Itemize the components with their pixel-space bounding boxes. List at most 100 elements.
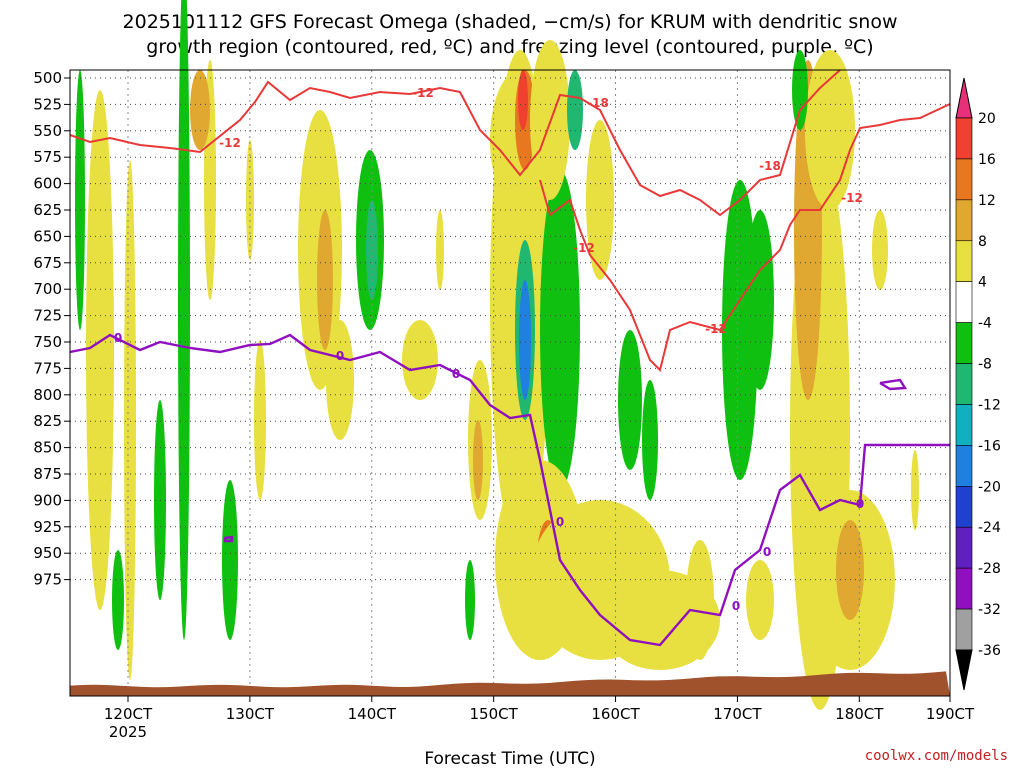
omega-shading (75, 0, 919, 710)
omega-cell (326, 320, 354, 440)
dgz-contour-label: -18 (587, 96, 609, 110)
omega-cell (911, 450, 919, 530)
omega-cell (686, 540, 714, 660)
colorbar-top-arrow (955, 77, 973, 119)
y-tick-label: 825 (33, 412, 62, 430)
omega-cell (473, 420, 483, 500)
y-tick-label: 750 (33, 333, 62, 351)
colorbar-segment (955, 404, 973, 446)
x-tick-label: 180CT (835, 705, 884, 723)
colorbar-label: -28 (978, 561, 1001, 577)
omega-cell (540, 170, 580, 490)
omega-cell (436, 210, 444, 290)
x-tick-label: 130CT (226, 705, 275, 723)
dgz-contour-label: -12 (705, 322, 727, 336)
dgz-contour-lower (539, 103, 951, 372)
y-tick-label: 850 (33, 439, 62, 457)
x-axis: 120CT 130CT 140CT 150CT 160CT 170CT 180CT 190CT (104, 696, 975, 723)
grid-lines (70, 70, 950, 696)
colorbar-label: -4 (978, 316, 992, 332)
x-tick-label: 150CT (470, 705, 519, 723)
y-tick-label: 775 (33, 359, 62, 377)
y-tick-label: 525 (33, 95, 62, 113)
y-tick-label: 550 (33, 122, 62, 140)
freezing-level-blob (223, 535, 234, 543)
colorbar-segment (955, 486, 973, 528)
x-tick-label: 190CT (926, 705, 975, 723)
dgz-contour-label: -12 (412, 86, 434, 100)
freezing-level-contour (69, 333, 950, 647)
omega-cell (642, 380, 658, 500)
freezing-contour-label: 0 (556, 515, 564, 529)
terrain-fill (70, 671, 950, 696)
x-tick-label: 170CT (713, 705, 762, 723)
colorbar-label: 12 (978, 193, 996, 209)
y-tick-label: 700 (33, 280, 62, 298)
omega-cell (222, 480, 238, 640)
colorbar-label: -12 (978, 397, 1001, 413)
omega-cell (746, 210, 774, 390)
x-tick-label: 120CT (104, 705, 153, 723)
colorbar-label: -16 (978, 438, 1001, 454)
x-tick-label: 160CT (591, 705, 640, 723)
y-tick-label: 950 (33, 544, 62, 562)
freezing-level-blob (879, 378, 908, 391)
dgz-contour-upper (69, 69, 841, 217)
colorbar-label: 16 (978, 152, 996, 168)
omega-cell (465, 560, 475, 640)
y-tick-label: 675 (33, 254, 62, 272)
colorbar-segment (955, 608, 973, 651)
y-tick-label: 600 (33, 175, 62, 193)
colorbar-segment (955, 322, 973, 364)
omega-cell (112, 550, 124, 650)
colorbar-label: 8 (978, 234, 987, 250)
x-axis-label: Forecast Time (UTC) (424, 749, 595, 768)
chart-title-line2: growth region (contoured, red, ºC) and f… (146, 36, 873, 58)
colorbar-segment (955, 240, 973, 282)
colorbar-segment (955, 567, 973, 610)
omega-cell (178, 0, 190, 640)
colorbar-segment (955, 117, 973, 160)
dgz-contour-label: -12 (573, 241, 595, 255)
plot-frame (69, 69, 951, 697)
colorbar-bottom-arrow (955, 649, 973, 691)
omega-cell (792, 50, 808, 130)
plot-area: -12 -12 -18 -12 -18 -12 -12 0 0 0 0 0 0 0 (69, 0, 951, 710)
y-tick-label: 975 (33, 571, 62, 589)
omega-cell (836, 520, 864, 620)
omega-cell (402, 320, 438, 400)
colorbar: 20 16 12 8 4 -4 -8 -12 -16 -20 -24 -28 -32 -36 (955, 77, 1001, 691)
colorbar-label: -36 (978, 643, 1001, 659)
colorbar-segment (955, 363, 973, 405)
colorbar-label: 4 (978, 275, 987, 291)
omega-cell (872, 210, 888, 290)
omega-cell (586, 120, 614, 280)
y-axis: 500 525 550 575 600 625 650 675 700 725 750 775 800 8… (33, 69, 70, 589)
omega-cell (124, 160, 136, 680)
omega-cell (567, 70, 583, 150)
colorbar-label: -20 (978, 479, 1001, 495)
freezing-contour-label: 0 (856, 497, 864, 511)
contour-labels: -12 -12 -18 -12 -18 -12 -12 0 0 0 0 0 0 0 (114, 86, 864, 613)
omega-cell (618, 330, 642, 470)
y-tick-label: 650 (33, 227, 62, 245)
omega-cell (518, 70, 528, 130)
colorbar-segment (955, 281, 973, 323)
freezing-contour-label: 0 (452, 367, 460, 381)
dgz-contour-label: -12 (219, 136, 241, 150)
colorbar-segment (955, 158, 973, 201)
omega-cell (317, 210, 333, 350)
dgz-contour-label: -18 (759, 159, 781, 173)
y-tick-label: 625 (33, 201, 62, 219)
y-tick-label: 875 (33, 465, 62, 483)
y-tick-label: 925 (33, 518, 62, 536)
omega-cell (519, 280, 531, 400)
omega-cell (254, 340, 266, 500)
colorbar-segment (955, 445, 973, 487)
colorbar-label: -8 (978, 357, 992, 373)
omega-cell (246, 140, 254, 260)
credit-label: coolwx.com/models (865, 748, 1008, 764)
y-tick-label: 800 (33, 386, 62, 404)
x-tick-label: 140CT (348, 705, 397, 723)
